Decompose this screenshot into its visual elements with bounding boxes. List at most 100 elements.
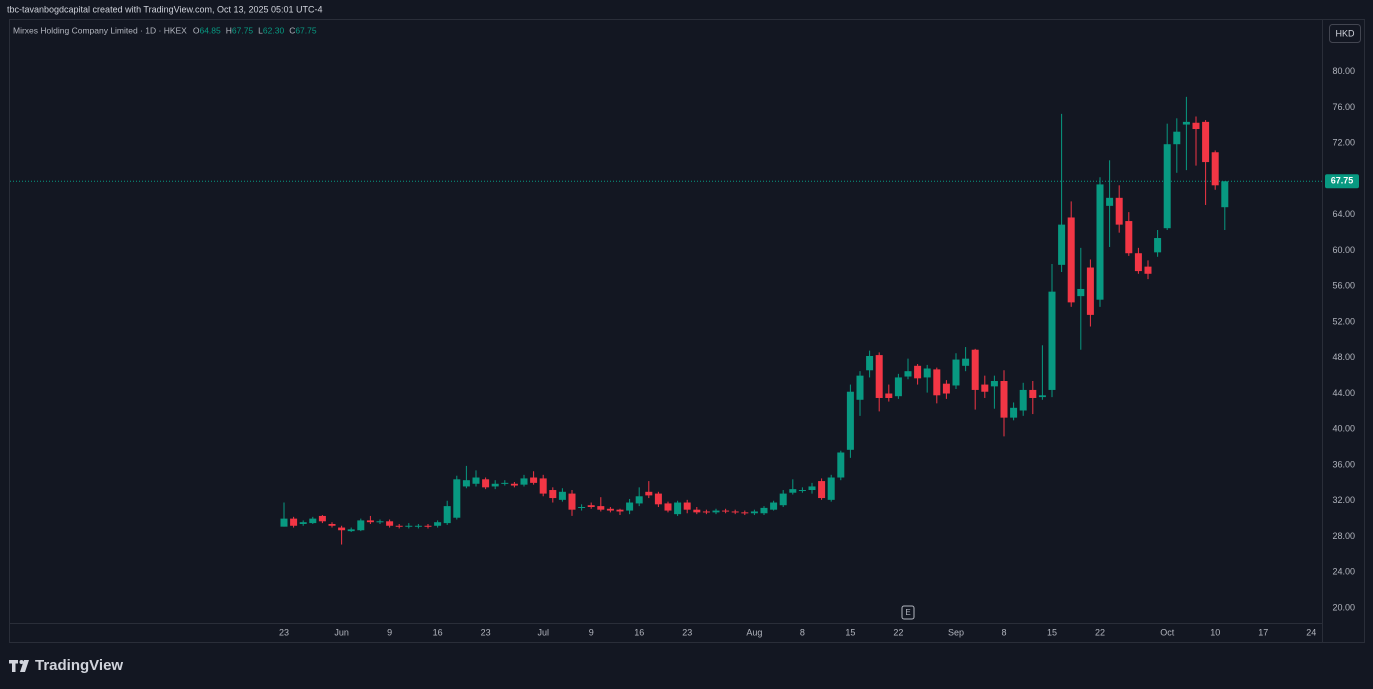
ohlc-value: 62.30 [263, 25, 285, 35]
x-tick-label: Jun [334, 627, 349, 637]
x-tick-label: 17 [1258, 627, 1268, 637]
candle-body [386, 521, 394, 526]
candle-body [875, 355, 883, 398]
candle-body [789, 489, 797, 493]
candle-body [434, 522, 442, 526]
brand: TradingView [35, 657, 123, 674]
candle-body [635, 496, 643, 504]
candle-body [587, 505, 595, 507]
y-tick-label: 28.00 [1332, 531, 1355, 541]
x-tick-label: 23 [481, 627, 491, 637]
candle-body [1086, 267, 1094, 315]
candle-body [405, 525, 413, 527]
currency[interactable]: HKD [1335, 28, 1355, 38]
candle-body [1077, 288, 1085, 297]
candle-body [683, 502, 691, 510]
candle-body [309, 518, 317, 524]
y-tick-label: 76.00 [1332, 102, 1355, 112]
earnings-marker: E [905, 608, 910, 617]
y-tick-label: 52.00 [1332, 316, 1355, 326]
y-tick-label: 64.00 [1332, 209, 1355, 219]
candle-body [904, 371, 912, 377]
candle-body [366, 520, 374, 523]
x-tick-label: 10 [1210, 627, 1220, 637]
candle-body [1000, 381, 1008, 418]
ohlc-readout: O 64.85 H 67.75 L 62.30 C 67.75 [193, 25, 317, 35]
x-tick-label: 23 [682, 627, 692, 637]
candle-body [712, 510, 720, 513]
candle-body [827, 477, 835, 500]
candle-body [1038, 395, 1046, 398]
candle-body [779, 493, 787, 506]
candle-body [1221, 181, 1229, 208]
candle-body [616, 509, 624, 512]
candle-body [626, 502, 634, 511]
candle-body [1182, 121, 1190, 125]
candle-body [741, 512, 749, 514]
earnings-marker-box [901, 605, 915, 620]
y-tick-label: 44.00 [1332, 388, 1355, 398]
candle-body [674, 502, 682, 515]
candle-body [443, 506, 451, 524]
logo-part [20, 660, 29, 672]
candle-body [702, 511, 710, 513]
candle-body [885, 393, 893, 398]
ohlc-key: C [289, 25, 295, 35]
candle-body [971, 349, 979, 390]
candle-body [578, 506, 586, 508]
currency-box[interactable] [1329, 24, 1361, 43]
y-tick-label: 80.00 [1332, 66, 1355, 76]
candle-body [357, 520, 365, 531]
candle-body [1048, 291, 1056, 390]
candle-body [645, 491, 653, 496]
x-tick-label: Jul [537, 627, 549, 637]
candle-body [558, 491, 566, 500]
candle-body [856, 375, 864, 400]
candle-body [453, 479, 461, 518]
candle-body [1010, 407, 1018, 418]
candle-body [472, 477, 480, 484]
candle-body [1106, 197, 1114, 206]
x-tick-label: 22 [893, 627, 903, 637]
candle-body [328, 523, 336, 526]
candle-body [1211, 152, 1219, 186]
candle-body [731, 511, 739, 513]
candle-body [750, 511, 758, 514]
candle-body [818, 481, 826, 499]
y-tick-label: 72.00 [1332, 138, 1355, 148]
candle-body [962, 358, 970, 366]
candle-body [722, 510, 730, 512]
candle-body [347, 529, 355, 532]
candle-body [798, 490, 806, 492]
x-tick-label: 16 [634, 627, 644, 637]
candle-body [1173, 131, 1181, 145]
candle-body [1058, 224, 1066, 265]
y-tick-label: 24.00 [1332, 567, 1355, 577]
candle-body [933, 369, 941, 396]
candle-body [491, 483, 499, 487]
candle-body [664, 503, 672, 511]
candle-body [1144, 266, 1152, 274]
candle-body [1115, 197, 1123, 225]
x-tick-label: 9 [589, 627, 594, 637]
ohlc-key: H [226, 25, 232, 35]
candle-body [952, 359, 960, 386]
x-tick-label: 15 [845, 627, 855, 637]
x-tick-label: Aug [746, 627, 762, 637]
candle-body [1202, 121, 1210, 163]
candle-body [1067, 217, 1075, 303]
y-tick-label: 32.00 [1332, 495, 1355, 505]
last-price-badge [1325, 174, 1359, 189]
logo-part [19, 660, 24, 664]
logo-part [12, 660, 16, 672]
x-tick-label: Sep [948, 627, 964, 637]
candle-body [1125, 221, 1133, 254]
last-price-label: 67.75 [1331, 176, 1354, 186]
ohlc-value: 67.75 [295, 25, 317, 35]
y-tick-label: 56.00 [1332, 281, 1355, 291]
symbol-info: Mirxes Holding Company Limited · 1D · HK… [13, 25, 187, 35]
candle-body [530, 477, 538, 483]
candle-body [290, 518, 298, 526]
x-tick-label: 15 [1047, 627, 1057, 637]
ohlc-value: 67.75 [232, 25, 254, 35]
